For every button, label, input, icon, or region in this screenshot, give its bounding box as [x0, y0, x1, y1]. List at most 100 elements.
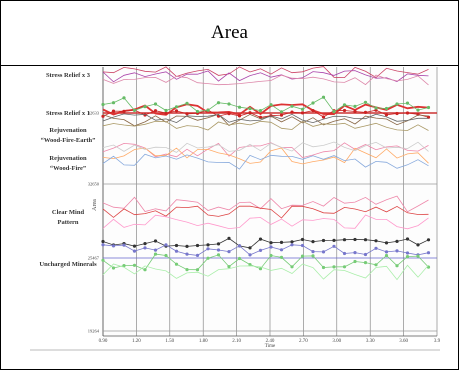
trace-dot: [237, 105, 242, 109]
row-label: Clear Mind: [52, 209, 85, 216]
trace-dot: [384, 250, 389, 254]
trace: [102, 147, 429, 165]
trace-dot: [164, 253, 168, 258]
header-title: Area: [1, 1, 458, 66]
trace: [102, 153, 429, 170]
trace-dot: [185, 252, 189, 256]
trace: [102, 263, 429, 281]
trace: [102, 120, 429, 131]
trace-dot: [363, 238, 368, 242]
trace-dot: [132, 263, 137, 267]
trace-dot: [269, 245, 273, 249]
trace-dot: [153, 109, 158, 113]
trace-dot: [174, 243, 179, 248]
trace-dot: [122, 264, 126, 268]
trace-dot: [374, 246, 378, 250]
trace-dot: [311, 101, 315, 105]
trace-dot: [321, 95, 326, 99]
trace-dot: [206, 108, 210, 112]
trace-dot: [269, 241, 273, 245]
trace-dot: [353, 259, 357, 264]
trace: [102, 96, 429, 113]
trace-dot: [111, 109, 116, 113]
trace-dot: [258, 248, 263, 252]
trace-dot: [153, 239, 158, 243]
trace-dot: [405, 111, 410, 115]
trace: [102, 142, 429, 159]
trace-dot: [143, 246, 147, 250]
trace-dot: [332, 244, 336, 248]
trace-dot: [395, 239, 399, 243]
x-tick-label: 1.80: [199, 339, 208, 344]
trace-dot: [384, 113, 389, 117]
x-tick-label: 2.10: [232, 339, 241, 344]
trace-dot: [237, 114, 242, 118]
trace-dot: [332, 238, 336, 242]
trace-dot: [111, 266, 116, 270]
trace-dot: [395, 111, 399, 116]
trace-dot: [290, 110, 294, 114]
trace-dot: [164, 243, 168, 247]
trace: [102, 244, 429, 256]
trace-dot: [290, 265, 294, 269]
trace-dot: [279, 248, 284, 252]
trace-dot: [311, 240, 315, 244]
trace-dot: [342, 238, 347, 242]
trace-dot: [101, 258, 105, 262]
trace-dot: [258, 267, 263, 271]
x-tick-label: 1.50: [165, 339, 174, 344]
trace-dot: [195, 243, 200, 248]
y-label: 32650: [88, 182, 100, 187]
trace-dot: [405, 101, 410, 105]
row-label: Uncharged Minerals: [39, 261, 97, 268]
trace-dot: [195, 109, 200, 114]
trace: [102, 109, 429, 118]
trace-dot: [153, 248, 158, 252]
row-label: “Wood-Fire”: [50, 165, 86, 172]
trace-dot: [248, 253, 252, 257]
trace-dot: [405, 255, 410, 259]
trace-dot: [395, 249, 399, 253]
x-tick-label: 3.00: [332, 339, 341, 344]
trace-dot: [143, 105, 147, 109]
trace: [102, 113, 429, 124]
trace-dot: [143, 268, 147, 272]
trace-dot: [237, 244, 242, 248]
trace-dot: [363, 110, 368, 114]
y-label: 19264: [88, 329, 100, 334]
trace-dot: [342, 265, 347, 269]
trace-dot: [122, 109, 126, 113]
trace-dot: [206, 256, 210, 260]
x-tick-label: 3.30: [366, 339, 375, 344]
trace-dot: [353, 109, 357, 114]
x-title: Time: [265, 344, 276, 349]
trace-dot: [185, 101, 189, 105]
trace-dot: [164, 111, 168, 115]
trace-dot: [374, 106, 378, 110]
trace-dot: [185, 244, 189, 248]
trace-dot: [164, 108, 168, 113]
trace-dot: [227, 112, 231, 116]
trace-dot: [216, 248, 221, 252]
y-title: Area: [92, 199, 98, 211]
trace-dot: [111, 101, 116, 105]
trace-dot: [111, 244, 116, 248]
trace-dot: [237, 256, 242, 261]
trace-dot: [342, 103, 347, 107]
trace-dot: [279, 110, 284, 114]
trace-dot: [300, 254, 305, 258]
trace-dot: [101, 114, 105, 118]
trace-dot: [384, 106, 389, 111]
trace-dot: [174, 262, 179, 266]
x-tick-label: 0.90: [99, 339, 108, 344]
trace-dot: [416, 254, 420, 258]
trace: [102, 74, 429, 86]
x-tick-label: 2.40: [266, 339, 275, 344]
row-label: Pattern: [58, 219, 79, 226]
trace-dot: [384, 253, 389, 258]
trace-dot: [342, 108, 347, 113]
trace-dot: [216, 253, 221, 257]
trace-dot: [353, 104, 357, 108]
trace-dot: [363, 261, 368, 265]
trace-dot: [395, 264, 399, 268]
